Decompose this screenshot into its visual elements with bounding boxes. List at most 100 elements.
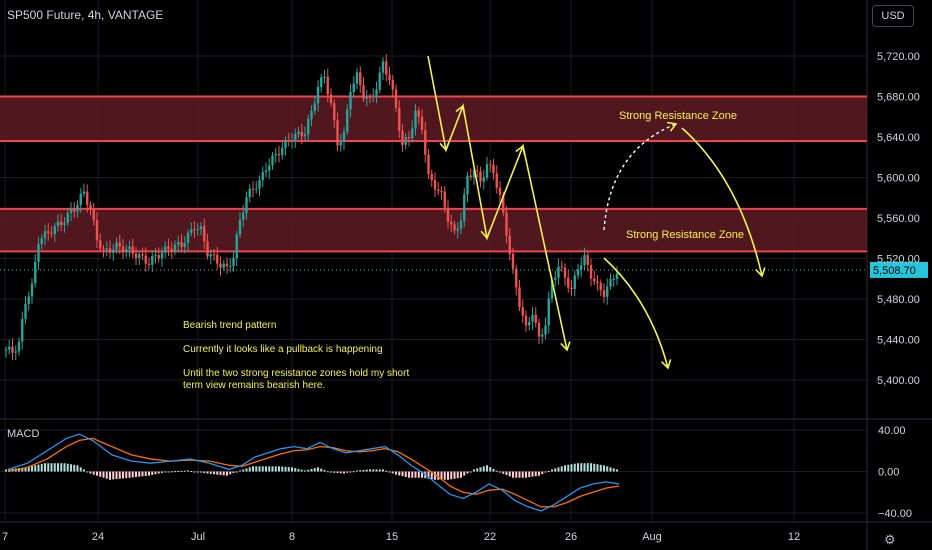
candle-body [4,349,8,351]
annotation-note: Currently it looks like a pullback is ha… [183,344,383,355]
histogram-bar [404,471,407,477]
candle-body [505,212,508,236]
candle-body [248,188,251,198]
histogram-bar [544,471,547,473]
candle-body [125,249,128,253]
candle-body [391,80,394,90]
histogram-bar [469,471,472,473]
arrow-head [560,341,571,352]
candles [4,53,619,360]
histogram-bar [401,471,404,477]
histogram-bar [411,471,414,478]
candle-body [359,72,362,86]
gear-icon[interactable]: ⚙ [884,532,896,547]
candle-body [316,87,320,104]
candle-body [482,177,485,182]
histogram-bar [616,469,618,472]
histogram-bar [281,466,284,472]
candle-body [537,322,541,337]
histogram-bar [24,467,27,472]
histogram-bar [378,469,381,472]
zone-label-upper: Strong Resistance Zone [619,110,737,122]
histogram-bar [37,464,40,472]
candle-body [398,107,401,131]
histogram-bar [118,471,121,479]
histogram-bar [508,471,511,477]
candle-body [531,314,534,322]
histogram-bar [538,471,540,476]
candle-body [313,103,316,112]
candle-body [339,142,342,146]
histogram-bar [547,470,550,472]
candle-body [511,253,515,269]
histogram-bar [554,468,557,472]
histogram-bar [102,471,105,478]
histogram-bar [408,471,410,478]
last-price-label-bg [870,261,928,278]
price-tick-label: 5,560.00 [877,213,920,225]
histogram-bar [339,471,342,474]
candle-body [300,131,303,137]
candle-body [411,128,414,139]
histogram-bar [590,463,592,472]
candle-body [440,191,443,193]
histogram-bar [525,471,527,478]
currency-button[interactable]: USD [872,5,914,27]
time-tick-label: Jul [191,531,205,543]
candle-body [167,246,170,250]
candle-body [134,253,138,259]
histogram-bar [473,469,475,472]
histogram-bar [450,471,453,480]
price-tick-label: 5,680.00 [877,92,920,104]
macd-tick-label: −40.00 [878,508,912,520]
candle-body [79,193,82,206]
histogram-bar [382,469,384,472]
candle-body [144,255,147,264]
trend-zigzag [427,55,568,351]
candle-body [404,137,407,145]
histogram-bar [512,471,514,478]
candle-body [352,83,355,93]
candle-body [82,191,86,194]
histogram-bar [336,471,339,474]
price-tick-label: 5,520.00 [877,254,920,266]
candle-body [615,273,619,280]
candle-body [37,244,40,262]
candle-body [388,74,391,81]
histogram-bar [245,468,248,472]
candle-body [375,89,378,96]
macd-indicator-label[interactable]: MACD [7,428,40,440]
candle-body [381,61,385,73]
time-tick-label: 8 [289,531,295,543]
time-tick-label: 12 [788,531,800,543]
candle-body [489,164,492,166]
histogram-bar [414,471,417,478]
candle-body [183,243,186,247]
macd-histogram [5,463,618,480]
histogram-bar [83,469,85,472]
histogram-bar [235,471,238,473]
candle-body [456,228,459,231]
histogram-bar [349,471,352,473]
candle-body [557,266,560,278]
histogram-bar [560,466,563,472]
histogram-bar [489,467,492,472]
time-tick-label: 26 [565,531,577,543]
arrow-head [439,141,450,152]
histogram-bar [242,469,245,472]
histogram-bar [557,467,560,472]
candle-body [310,111,313,119]
histogram-bar [187,470,189,472]
histogram-bar [531,471,534,477]
candle-body [515,268,518,288]
histogram-bar [580,463,583,472]
candle-body [385,61,388,75]
histogram-bar [369,469,371,472]
histogram-bar [239,470,241,472]
candle-body [24,303,27,320]
candle-body [131,246,134,254]
histogram-bar [219,471,222,475]
candle-body [40,238,43,245]
candle-body [541,334,544,337]
